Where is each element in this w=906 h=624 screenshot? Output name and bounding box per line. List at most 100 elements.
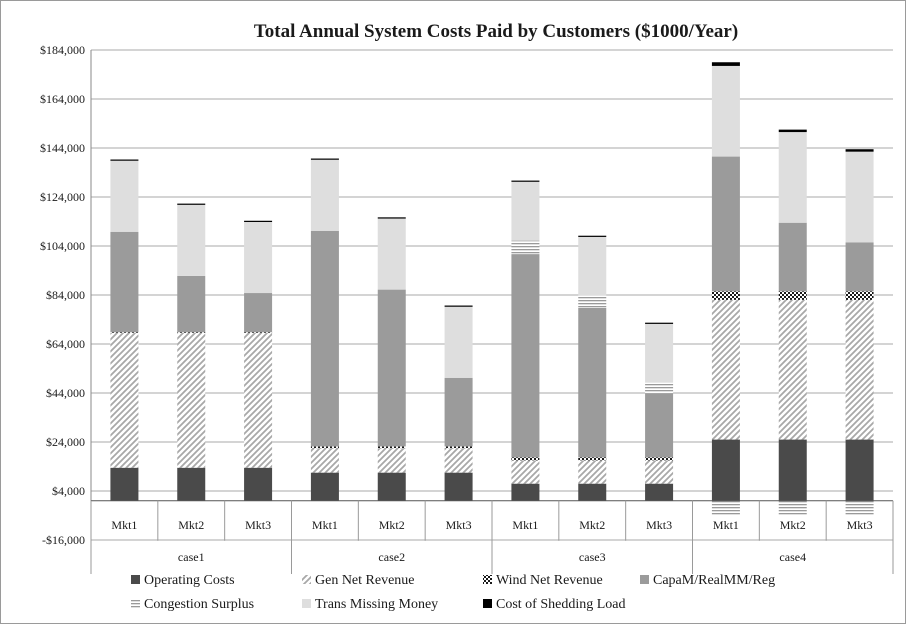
bar-segment-trans-missing-money: [845, 151, 874, 243]
bar-segment-cost-of-shedding-load: [645, 322, 674, 324]
bar-segment-wind-net-revenue: [310, 446, 339, 449]
legend-swatch: [131, 599, 140, 608]
bar-segment-capam-realmm-reg: [377, 289, 406, 447]
y-tick-label: -$16,000: [42, 533, 85, 547]
legend: Operating Costs Gen Net Revenue Wind Net R…: [131, 573, 775, 612]
legend-label: Operating Costs: [144, 573, 235, 588]
bar-segment-operating-costs: [511, 483, 540, 501]
bar-segment-gen-net-revenue: [778, 299, 807, 440]
bar-segment-wind-net-revenue: [110, 332, 139, 333]
legend-swatch: [483, 575, 492, 584]
y-tick-label: $24,000: [46, 435, 85, 449]
legend-label: Gen Net Revenue: [315, 573, 415, 588]
legend-label: Trans Missing Money: [315, 597, 438, 612]
bar-segment-wind-net-revenue: [511, 457, 540, 461]
bar-segment-cost-of-shedding-load: [310, 158, 339, 160]
bar-segment-trans-missing-money: [110, 160, 139, 232]
x-tick-label: Mkt2: [379, 518, 405, 532]
bar-segment-operating-costs: [845, 439, 874, 501]
bar-segment-operating-costs: [778, 439, 807, 501]
bar-segment-gen-net-revenue: [310, 448, 339, 473]
bar-segment-wind-net-revenue: [778, 291, 807, 300]
bar-segment-gen-net-revenue: [110, 332, 139, 468]
bar-segment-cost-of-shedding-load: [845, 149, 874, 152]
x-tick-label: Mkt3: [245, 518, 271, 532]
bar-segment-cost-of-shedding-load: [511, 180, 540, 182]
bar-segment-wind-net-revenue: [177, 332, 206, 333]
bar-segment-congestion-surplus: [778, 500, 807, 516]
bar-segment-capam-realmm-reg: [177, 275, 206, 333]
bar-segment-wind-net-revenue: [377, 446, 406, 449]
bar-segment-operating-costs: [110, 467, 139, 501]
bar-segment-capam-realmm-reg: [645, 393, 674, 458]
bar-segment-cost-of-shedding-load: [578, 235, 607, 237]
bar-segment-wind-net-revenue: [845, 291, 874, 300]
bar-segment-gen-net-revenue: [711, 299, 740, 440]
bar-segment-capam-realmm-reg: [511, 254, 540, 458]
legend-swatch: [483, 599, 492, 608]
legend-swatch: [302, 599, 311, 608]
bar-segment-capam-realmm-reg: [711, 156, 740, 292]
legend-swatch: [131, 575, 140, 584]
x-tick-label: Mkt1: [111, 518, 137, 532]
x-tick-label: Mkt2: [579, 518, 605, 532]
legend-swatch: [302, 575, 311, 584]
bar-segment-cost-of-shedding-load: [110, 159, 139, 161]
x-tick-label: Mkt1: [312, 518, 338, 532]
bar-segment-trans-missing-money: [778, 132, 807, 223]
bar-segment-trans-missing-money: [511, 181, 540, 241]
y-tick-label: $44,000: [46, 386, 85, 400]
legend-label: CapaM/RealMM/Reg: [653, 573, 775, 588]
bar-segment-operating-costs: [244, 467, 273, 501]
legend-swatch: [640, 575, 649, 584]
bar-segment-operating-costs: [444, 472, 473, 501]
x-tick-label: Mkt2: [780, 518, 806, 532]
x-tick-label: Mkt1: [713, 518, 739, 532]
bar-segment-gen-net-revenue: [177, 332, 206, 468]
x-tick-label: Mkt3: [446, 518, 472, 532]
legend-label: Congestion Surplus: [144, 597, 254, 612]
y-tick-label: $144,000: [40, 141, 85, 155]
bar-segment-operating-costs: [310, 472, 339, 501]
bar-segment-congestion-surplus: [578, 295, 607, 308]
bar-segment-gen-net-revenue: [244, 332, 273, 468]
bar-segment-operating-costs: [711, 439, 740, 501]
bar-segment-cost-of-shedding-load: [444, 305, 473, 307]
bar-segment-capam-realmm-reg: [444, 377, 473, 447]
y-tick-label: $64,000: [46, 337, 85, 351]
x-tick-label: Mkt2: [178, 518, 204, 532]
bar-segment-capam-realmm-reg: [578, 307, 607, 458]
bar-segment-wind-net-revenue: [444, 446, 473, 449]
bar-segment-gen-net-revenue: [578, 460, 607, 484]
bar-segment-wind-net-revenue: [578, 457, 607, 461]
bar-segment-trans-missing-money: [645, 323, 674, 383]
y-tick-label: $104,000: [40, 239, 85, 253]
bar-segment-capam-realmm-reg: [778, 222, 807, 292]
bar-segment-capam-realmm-reg: [244, 293, 273, 333]
bar-segment-cost-of-shedding-load: [377, 217, 406, 219]
bar-segment-trans-missing-money: [377, 218, 406, 290]
legend-label: Cost of Shedding Load: [496, 597, 626, 612]
y-tick-label: $184,000: [40, 43, 85, 57]
axis-layer: -$16,000 $4,000 $24,000 $44,000 $64,000 $84,0…: [40, 43, 894, 574]
legend-label: Wind Net Revenue: [496, 573, 603, 588]
bar-segment-trans-missing-money: [244, 221, 273, 294]
bar-segment-capam-realmm-reg: [845, 242, 874, 292]
group-label: case4: [779, 550, 806, 564]
bar-segment-trans-missing-money: [578, 236, 607, 296]
bar-segment-gen-net-revenue: [377, 448, 406, 473]
bar-segment-cost-of-shedding-load: [177, 203, 206, 205]
bar-segment-trans-missing-money: [711, 65, 740, 157]
bar-segment-operating-costs: [578, 483, 607, 501]
bar-segment-gen-net-revenue: [845, 299, 874, 440]
bar-segment-operating-costs: [645, 483, 674, 501]
chart-title: Total Annual System Costs Paid by Custom…: [254, 21, 738, 42]
y-tick-label: $164,000: [40, 92, 85, 106]
bar-segment-congestion-surplus: [645, 382, 674, 394]
bars-layer: [110, 62, 874, 516]
bar-segment-cost-of-shedding-load: [244, 220, 273, 222]
y-tick-label: $4,000: [52, 484, 85, 498]
bar-segment-wind-net-revenue: [711, 291, 740, 300]
bar-segment-trans-missing-money: [310, 159, 339, 231]
